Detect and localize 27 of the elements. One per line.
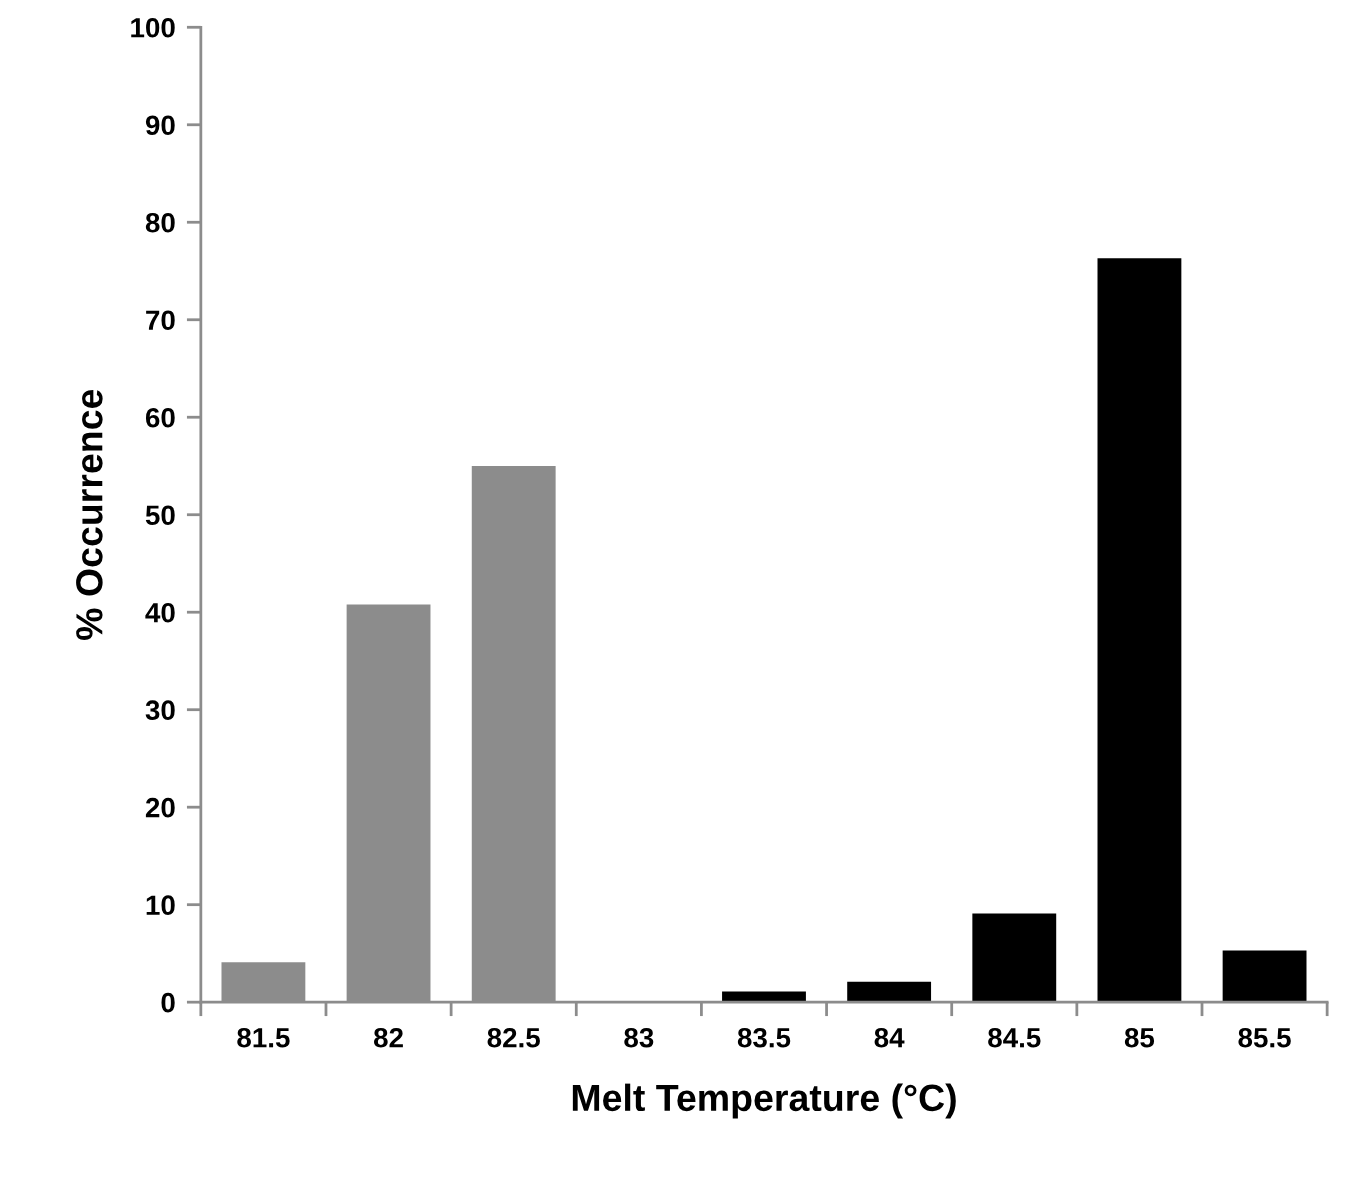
x-tick-label: 85.5 <box>1238 1027 1291 1048</box>
x-tick-label: 81.5 <box>237 1027 290 1048</box>
y-tick-label: 80 <box>145 212 175 233</box>
y-tick-label: 40 <box>145 602 175 623</box>
bar <box>847 981 932 1003</box>
x-tick-label: 85 <box>1124 1027 1155 1048</box>
y-tick-label: 60 <box>145 407 175 428</box>
bar <box>1222 950 1307 1003</box>
x-axis-title: Melt Temperature (°C) <box>572 1083 956 1119</box>
y-tick-label: 70 <box>146 310 175 331</box>
y-tick-label: 30 <box>145 700 175 721</box>
x-tick-label: 82 <box>373 1027 403 1048</box>
y-tick-label: 50 <box>145 505 175 526</box>
x-tick-label: 82.5 <box>487 1027 540 1048</box>
y-tick-label: 10 <box>146 895 175 916</box>
y-axis-title: % Occurrence <box>76 389 103 640</box>
y-tick-label: 90 <box>145 115 175 136</box>
x-tick-label: 83 <box>624 1027 654 1048</box>
bar <box>722 991 806 1003</box>
x-tick-label: 83.5 <box>737 1027 791 1048</box>
x-tick-label: 84 <box>874 1027 905 1048</box>
y-tick-label: 100 <box>131 17 175 38</box>
bar <box>972 913 1057 1003</box>
bar <box>1097 258 1182 1003</box>
y-tick-label: 0 <box>161 992 175 1013</box>
y-tick-label: 20 <box>145 797 175 818</box>
x-tick-label: 84.5 <box>988 1027 1041 1048</box>
